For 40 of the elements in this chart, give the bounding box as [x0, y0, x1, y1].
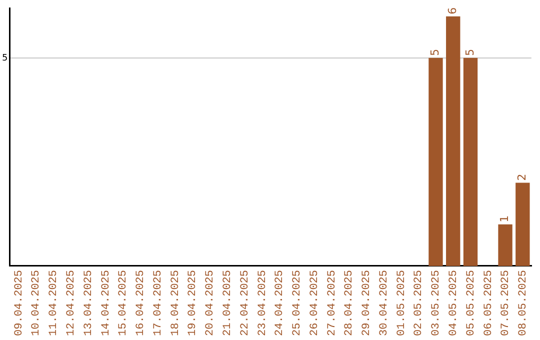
- data-label: 5: [463, 48, 476, 56]
- x-tick-label: 14.04.2025: [100, 270, 112, 336]
- x-tick-label: 23.04.2025: [256, 270, 269, 336]
- x-tick-label: 28.04.2025: [344, 270, 356, 336]
- x-tick-label: 06.05.2025: [482, 270, 495, 336]
- bar: [446, 16, 460, 266]
- x-tick-label: 26.04.2025: [308, 270, 321, 336]
- x-tick-label: 01.05.2025: [396, 270, 408, 336]
- x-tick-label: 18.04.2025: [170, 270, 182, 336]
- data-label: 1: [498, 215, 512, 222]
- x-tick-label: 30.04.2025: [378, 270, 390, 336]
- bar: [516, 182, 530, 266]
- x-tick-label: 27.04.2025: [326, 270, 338, 336]
- x-tick-label: 02.05.2025: [413, 270, 426, 336]
- x-tick-label: 21.04.2025: [222, 270, 234, 336]
- data-label: 6: [446, 7, 459, 14]
- x-tick-label: 13.04.2025: [82, 270, 95, 336]
- x-tick-label: 09.04.2025: [13, 270, 26, 336]
- bar: [428, 58, 443, 266]
- x-tick-label: 25.04.2025: [292, 270, 304, 336]
- data-label: 2: [516, 174, 529, 181]
- x-tick-label: 17.04.2025: [152, 270, 164, 336]
- x-tick-label: 24.04.2025: [274, 270, 286, 336]
- data-label: 5: [428, 48, 442, 56]
- x-tick-label: 10.04.2025: [30, 270, 43, 336]
- x-tick-label: 03.05.2025: [430, 270, 443, 336]
- x-tick-label: 11.04.2025: [48, 270, 60, 336]
- bar: [463, 58, 478, 266]
- x-tick-label: 20.04.2025: [204, 270, 217, 336]
- x-tick-label: 12.04.2025: [65, 270, 78, 336]
- x-tick-label: 22.04.2025: [239, 270, 252, 336]
- x-tick-label: 08.05.2025: [518, 270, 530, 336]
- bar: [498, 224, 512, 266]
- x-tick-label: 16.04.2025: [135, 270, 148, 336]
- x-tick-label: 15.04.2025: [118, 270, 130, 336]
- x-tick-label: 05.05.2025: [465, 270, 478, 336]
- x-tick-label: 07.05.2025: [500, 270, 512, 336]
- x-tick-label: 29.04.2025: [361, 270, 374, 336]
- x-tick-label: 19.04.2025: [187, 270, 200, 336]
- x-tick-label: 04.05.2025: [448, 270, 460, 336]
